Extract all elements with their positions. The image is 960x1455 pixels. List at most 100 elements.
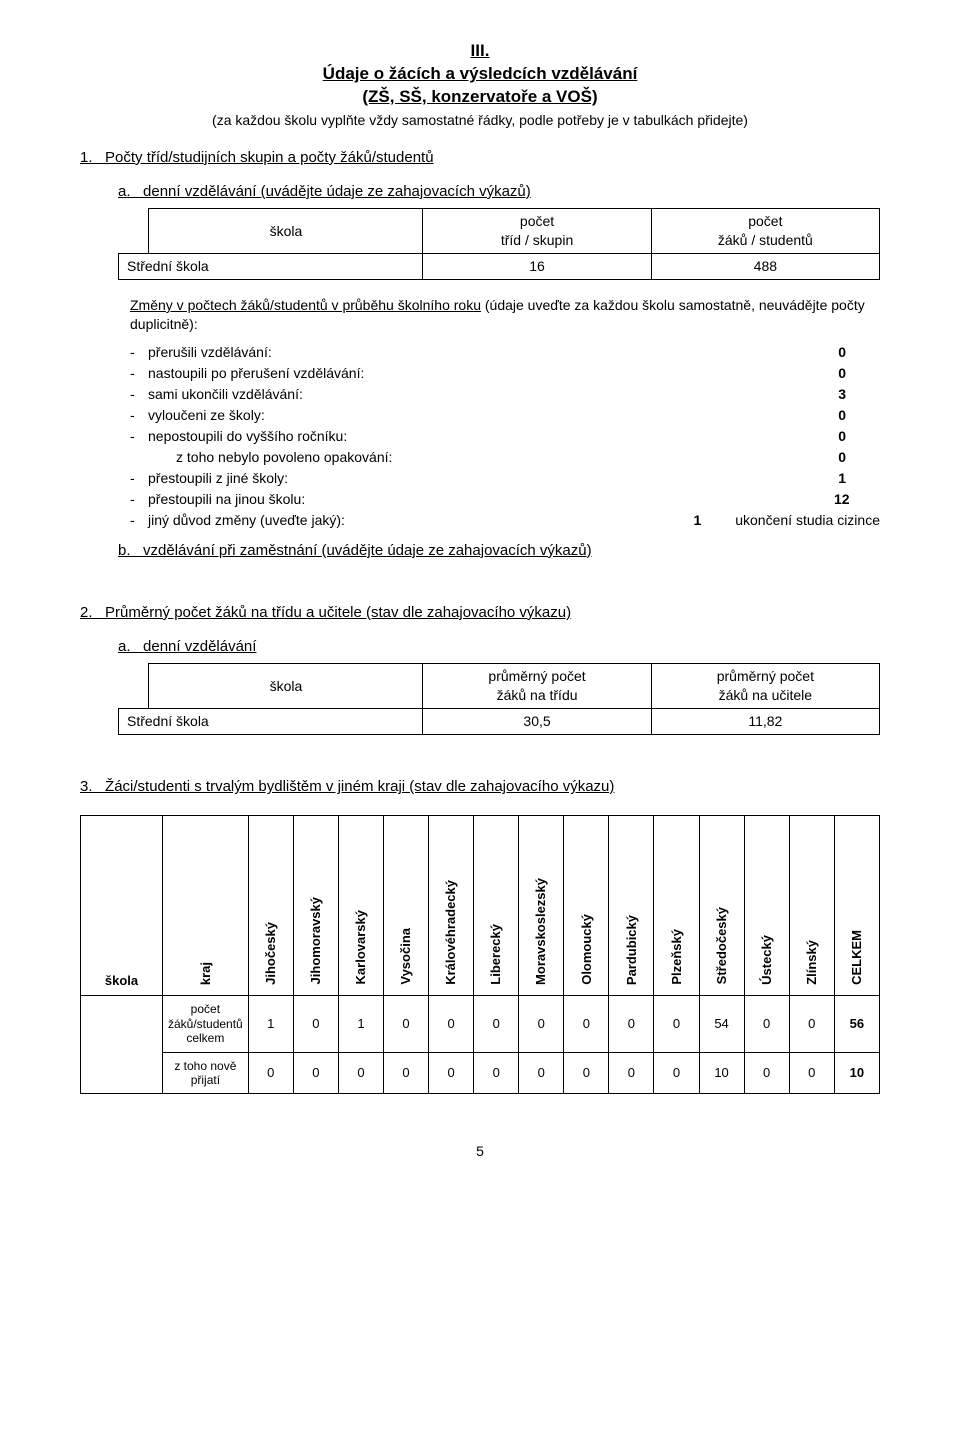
change-item: -nepostoupili do vyššího ročníku:0	[130, 426, 880, 447]
changes-intro: Změny v počtech žáků/studentů v průběhu …	[130, 296, 880, 334]
kraj-col-header: Jihomoravský	[293, 816, 338, 996]
kraj-cell: 0	[609, 996, 654, 1052]
change-value: 0	[834, 447, 874, 468]
kraj-cell: 1	[338, 996, 383, 1052]
dash-icon: -	[130, 510, 148, 531]
kraj-cell: 0	[338, 1052, 383, 1094]
change-note: ukončení studia cizince	[729, 510, 880, 531]
kraj-cell: 1	[248, 996, 293, 1052]
kraj-cell: 0	[744, 1052, 789, 1094]
section1a-title: denní vzdělávání (uvádějte údaje ze zaha…	[143, 183, 531, 200]
change-label: vyloučeni ze školy:	[148, 405, 834, 426]
changes-lead: Změny v počtech žáků/studentů v průběhu …	[130, 297, 481, 313]
section1-num: 1.	[80, 149, 93, 166]
kraj-col-header: Královéhradecký	[429, 816, 474, 996]
cell-trid: 16	[423, 253, 651, 279]
change-item: -sami ukončili vzdělávání:3	[130, 384, 880, 405]
section2a-heading: a. denní vzdělávání	[118, 637, 880, 657]
kraj-col-header: Karlovarský	[338, 816, 383, 996]
change-value: 0	[834, 342, 874, 363]
kraj-cell: 0	[383, 996, 428, 1052]
kraj-cell: 0	[789, 1052, 834, 1094]
section3-num: 3.	[80, 778, 93, 795]
section1a-heading: a. denní vzdělávání (uvádějte údaje ze z…	[118, 182, 880, 202]
change-item: -přestoupili na jinou školu:12	[130, 489, 880, 510]
row-label: Střední škola	[119, 253, 423, 279]
th-skola2: škola	[149, 664, 423, 709]
change-note	[874, 384, 880, 405]
section1a-letter: a.	[118, 183, 131, 200]
change-note	[874, 342, 880, 363]
kraj-table: školakrajJihočeskýJihomoravskýKarlovarsk…	[80, 815, 880, 1094]
header-roman: III.	[80, 40, 880, 63]
header-note: (za každou školu vyplňte vždy samostatné…	[80, 111, 880, 130]
change-note	[874, 468, 880, 489]
dash-icon: -	[130, 342, 148, 363]
change-item: -vyloučeni ze školy:0	[130, 405, 880, 426]
section1b-heading: b. vzdělávání při zaměstnání (uvádějte ú…	[118, 541, 880, 561]
section2-title: Průměrný počet žáků na třídu a učitele (…	[105, 604, 571, 621]
kraj-cell: 0	[293, 996, 338, 1052]
kraj-cell: 10	[699, 1052, 744, 1094]
change-value: 3	[834, 384, 874, 405]
row-label2: Střední škola	[119, 709, 423, 735]
change-note	[874, 447, 880, 468]
kraj-row-label: z toho nově přijatí	[162, 1052, 248, 1094]
header-title: Údaje o žácích a výsledcích vzdělávání	[80, 63, 880, 86]
kraj-cell: 10	[834, 1052, 879, 1094]
kraj-col-header: Zlínský	[789, 816, 834, 996]
kraj-cell: 54	[699, 996, 744, 1052]
section2-num: 2.	[80, 604, 93, 621]
change-item: -z toho nebylo povoleno opakování:0	[130, 447, 880, 468]
change-value: 0	[834, 405, 874, 426]
kraj-cell: 56	[834, 996, 879, 1052]
change-note	[874, 426, 880, 447]
th-ucitele: průměrný počet žáků na učitele	[651, 664, 879, 709]
kraj-row-label: počet žáků/studentů celkem	[162, 996, 248, 1052]
change-item: -přerušili vzdělávání:0	[130, 342, 880, 363]
change-item: -jiný důvod změny (uveďte jaký):1ukončen…	[130, 510, 880, 531]
kraj-skola-cell	[81, 996, 163, 1094]
dash-icon: -	[130, 468, 148, 489]
kraj-col-header: Ústecký	[744, 816, 789, 996]
change-label: přestoupili z jiné školy:	[148, 468, 834, 489]
dash-icon: -	[130, 405, 148, 426]
change-value: 0	[834, 363, 874, 384]
kraj-cell: 0	[519, 996, 564, 1052]
kraj-cell: 0	[293, 1052, 338, 1094]
change-note	[874, 489, 880, 510]
change-item: -přestoupili z jiné školy:1	[130, 468, 880, 489]
kraj-cell: 0	[474, 1052, 519, 1094]
dash-icon: -	[130, 363, 148, 384]
kraj-cell: 0	[609, 1052, 654, 1094]
changes-list: -přerušili vzdělávání:0-nastoupili po př…	[130, 342, 880, 531]
change-item: -nastoupili po přerušení vzdělávání:0	[130, 363, 880, 384]
kraj-th-skola: škola	[81, 816, 163, 996]
change-value: 12	[834, 489, 874, 510]
kraj-col-header: Liberecký	[474, 816, 519, 996]
section3-title: Žáci/studenti s trvalým bydlištěm v jiné…	[105, 778, 614, 795]
kraj-cell: 0	[248, 1052, 293, 1094]
kraj-col-header: Olomoucký	[564, 816, 609, 996]
th-zaku: počet žáků / studentů	[651, 209, 879, 254]
section2a-title: denní vzdělávání	[143, 638, 256, 655]
change-label: nastoupili po přerušení vzdělávání:	[148, 363, 834, 384]
kraj-col-header: Středočeský	[699, 816, 744, 996]
kraj-cell: 0	[789, 996, 834, 1052]
change-label: přestoupili na jinou školu:	[148, 489, 834, 510]
kraj-cell: 0	[564, 1052, 609, 1094]
cell-zaku: 488	[651, 253, 879, 279]
kraj-col-header: Pardubický	[609, 816, 654, 996]
kraj-col-header: Vysočina	[383, 816, 428, 996]
cell-tridu: 30,5	[423, 709, 651, 735]
section1-heading: 1. Počty tříd/studijních skupin a počty …	[80, 148, 880, 168]
kraj-cell: 0	[474, 996, 519, 1052]
section3-heading: 3. Žáci/studenti s trvalým bydlištěm v j…	[80, 777, 880, 797]
change-label: nepostoupili do vyššího ročníku:	[148, 426, 834, 447]
kraj-cell: 0	[654, 996, 699, 1052]
dash-icon: -	[130, 384, 148, 405]
change-note	[874, 363, 880, 384]
change-value: 0	[834, 426, 874, 447]
change-label: přerušili vzdělávání:	[148, 342, 834, 363]
change-label: jiný důvod změny (uveďte jaký):	[148, 510, 689, 531]
